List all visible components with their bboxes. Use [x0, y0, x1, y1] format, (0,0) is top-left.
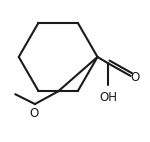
Text: OH: OH [99, 90, 117, 104]
Text: O: O [29, 107, 38, 120]
Text: O: O [130, 71, 139, 84]
